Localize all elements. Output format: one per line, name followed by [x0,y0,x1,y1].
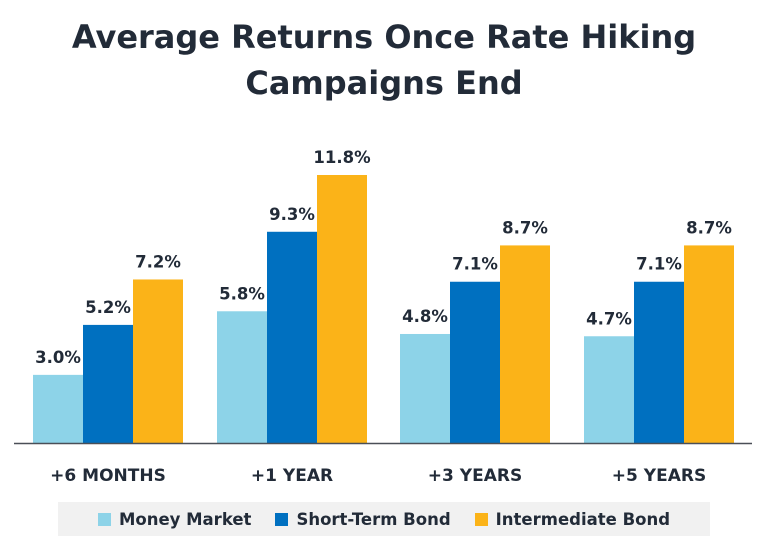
data-label-intermediate-bond-4: 8.7% [686,218,732,237]
bar-chart: 3.0% 5.2% 7.2% +6 MONTHS 5.8% 9.3% 11.8% +1 YEA… [14,148,752,486]
category-label-1: +6 MONTHS [50,466,166,486]
legend-label-money-market: Money Market [118,509,252,529]
data-label-short-term-bond-1: 5.2% [85,298,131,317]
chart-title: Average Returns Once Rate Hiking Campaig… [0,14,768,106]
legend: Money Market Short-Term Bond Intermediat… [58,502,710,536]
bar-intermediate-bond-4 [684,245,734,443]
legend-item-intermediate-bond: Intermediate Bond [474,509,671,529]
chart-title-line-1: Average Returns Once Rate Hiking [71,18,697,56]
category-label-3: +3 YEARS [428,466,522,486]
bar-money-market-2 [217,311,267,443]
category-label-2: +1 YEAR [251,466,333,486]
data-label-money-market-4: 4.7% [586,309,632,328]
bar-short-term-bond-2 [267,231,317,443]
data-label-short-term-bond-4: 7.1% [636,255,682,274]
data-label-intermediate-bond-1: 7.2% [135,252,181,271]
data-label-money-market-3: 4.8% [402,307,448,326]
bar-money-market-3 [400,333,450,443]
bar-short-term-bond-1 [83,324,133,443]
legend-item-money-market: Money Market [97,509,252,529]
legend-swatch-intermediate-bond [474,512,488,526]
bar-intermediate-bond-1 [133,279,183,443]
bar-money-market-4 [584,336,634,443]
data-label-intermediate-bond-3: 8.7% [502,218,548,237]
legend-label-intermediate-bond: Intermediate Bond [495,509,671,529]
legend-label-short-term-bond: Short-Term Bond [296,509,451,529]
data-label-intermediate-bond-2: 11.8% [313,148,371,167]
chart-title-line-2: Campaigns End [245,64,523,102]
category-label-4: +5 YEARS [612,466,706,486]
bar-money-market-1 [33,374,83,443]
legend-swatch-short-term-bond [275,512,289,526]
bar-intermediate-bond-2 [317,175,367,443]
bar-intermediate-bond-3 [500,245,550,443]
data-label-short-term-bond-3: 7.1% [452,255,498,274]
bar-short-term-bond-3 [450,281,500,443]
legend-swatch-money-market [97,512,111,526]
bar-short-term-bond-4 [634,281,684,443]
legend-item-short-term-bond: Short-Term Bond [275,509,451,529]
data-label-money-market-2: 5.8% [219,284,265,303]
data-label-money-market-1: 3.0% [35,348,81,367]
data-label-short-term-bond-2: 9.3% [269,205,315,224]
